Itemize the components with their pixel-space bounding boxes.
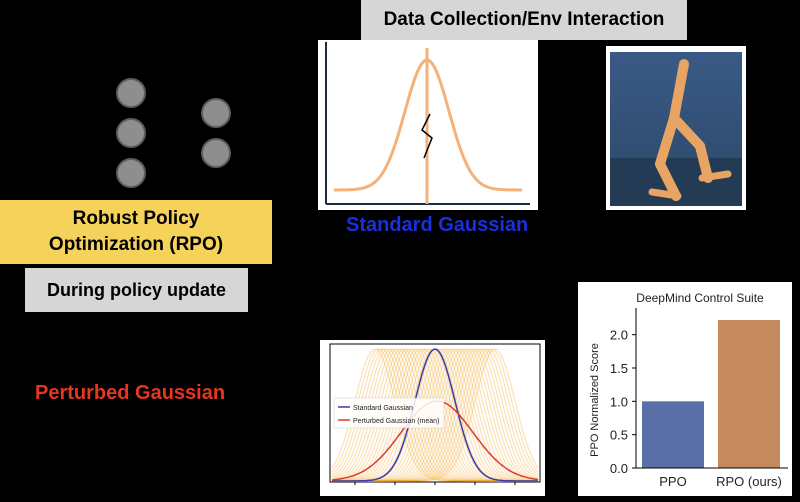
- nn-node-input-3: [116, 158, 146, 188]
- bar-chart-panel: DeepMind Control Suite PPO Normalized Sc…: [578, 282, 792, 496]
- chart-ylabel: PPO Normalized Score: [589, 343, 601, 457]
- y-tick-label: 1.0: [610, 394, 628, 409]
- y-tick-label: 0.0: [610, 461, 628, 476]
- legend-perturbed: Perturbed Gaussian (mean): [353, 418, 439, 425]
- x-ticks: [354, 482, 516, 485]
- nn-node-output-1: [201, 98, 231, 128]
- robot-legs: [655, 59, 713, 201]
- standard-gaussian-panel: [318, 40, 538, 210]
- y-tick-label: 2.0: [610, 328, 628, 343]
- rpo-box: Robust Policy Optimization (RPO): [0, 200, 272, 264]
- bar-1: [718, 320, 780, 468]
- legend-standard: Standard Gaussian: [353, 405, 413, 412]
- nn-node-input-1: [116, 78, 146, 108]
- standard-gaussian-svg: [325, 42, 530, 205]
- data-collection-label: Data Collection/Env Interaction: [383, 9, 665, 30]
- y-tick-label: 0.5: [610, 428, 628, 443]
- y-ticks: 0.0 0.5 1.0 1.5 2.0: [610, 328, 636, 476]
- data-collection-box: Data Collection/Env Interaction: [361, 0, 687, 40]
- plot-legend: Standard Gaussian Perturbed Gaussian (me…: [333, 397, 445, 429]
- rpo-line-2: Optimization (RPO): [48, 234, 224, 255]
- policy-update-box: During policy update: [25, 268, 248, 312]
- y-tick-label: 1.5: [610, 361, 628, 376]
- perturbed-gaussian-svg: Standard Gaussian Perturbed Gaussian (me…: [329, 343, 541, 485]
- x-labels: PPO RPO (ours): [659, 474, 782, 489]
- chart-title: DeepMind Control Suite: [636, 291, 764, 305]
- perturbed-gaussian-label: Perturbed Gaussian: [35, 382, 226, 404]
- standard-gaussian-label: Standard Gaussian: [346, 214, 529, 236]
- x-tick-label: PPO: [659, 474, 686, 489]
- standard-gaussian-line: [332, 348, 538, 482]
- robot-image-panel: [606, 46, 746, 210]
- sample-arrow: [421, 113, 433, 159]
- policy-update-label: During policy update: [46, 279, 226, 300]
- rpo-line-1: Robust Policy: [72, 208, 200, 229]
- x-tick-label: RPO (ours): [716, 474, 782, 489]
- nn-node-input-2: [116, 118, 146, 148]
- nn-node-output-2: [201, 138, 231, 168]
- bars: [642, 320, 780, 468]
- perturbed-gaussian-panel: Standard Gaussian Perturbed Gaussian (me…: [320, 340, 545, 496]
- bar-chart-svg: DeepMind Control Suite PPO Normalized Sc…: [589, 291, 788, 489]
- bar-0: [642, 401, 704, 468]
- walker-robot-image: [610, 52, 742, 206]
